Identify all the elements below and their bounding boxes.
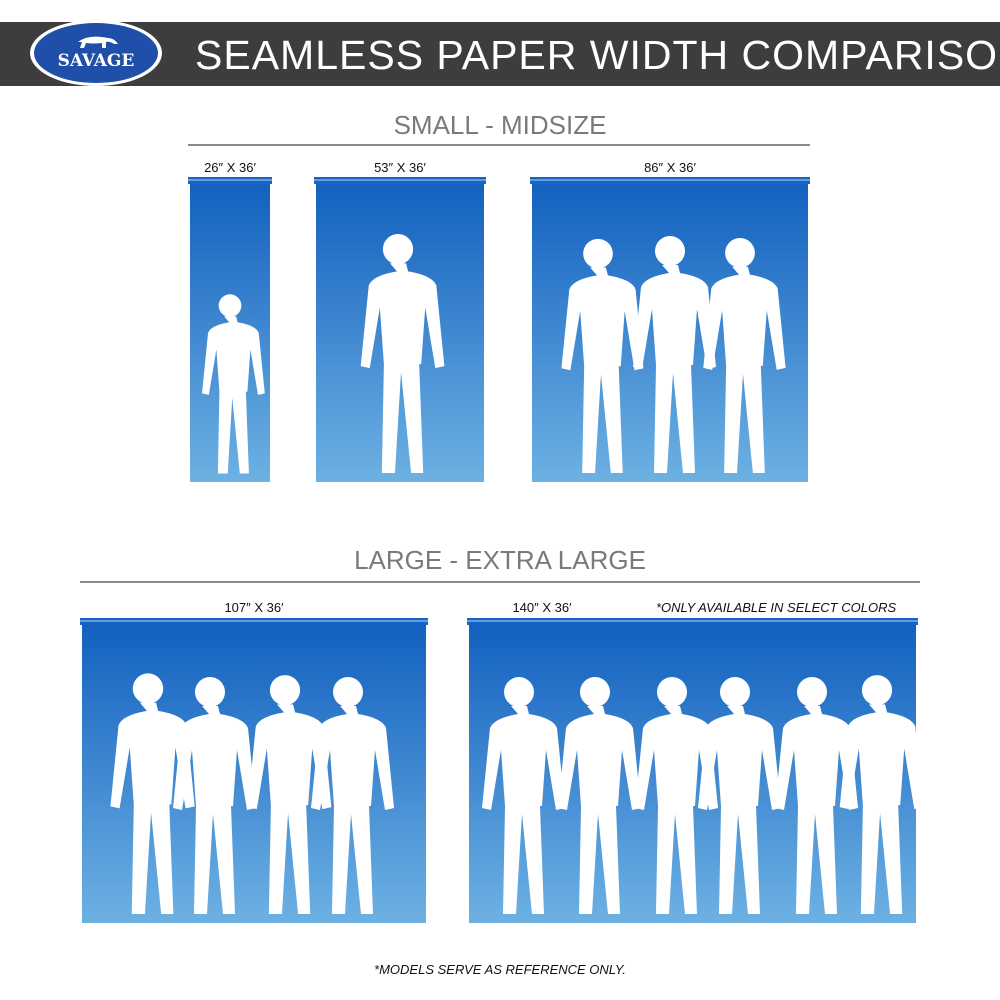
person-silhouette — [698, 677, 781, 914]
person-silhouette — [839, 675, 918, 914]
person-silhouette — [703, 237, 786, 474]
page-title: SEAMLESS PAPER WIDTH COMPARISON — [195, 32, 1000, 78]
paper-size-label: 140″ X 36′ — [512, 600, 572, 615]
person-silhouette — [482, 677, 565, 915]
divider — [80, 581, 920, 583]
paper-size-label: 53″ X 36′ — [374, 160, 426, 175]
person-silhouette — [360, 234, 445, 473]
person-silhouette — [110, 673, 195, 914]
divider — [188, 144, 810, 146]
paper-panel-53 — [314, 177, 486, 482]
person-silhouette — [558, 677, 641, 914]
person-silhouette — [775, 677, 858, 914]
person-silhouette — [311, 677, 394, 914]
paper-panel-140 — [467, 618, 918, 923]
paper-size-label: 26″ X 36′ — [204, 160, 256, 175]
person-silhouette — [202, 294, 265, 474]
section-title-large: LARGE - EXTRA LARGE — [354, 545, 646, 575]
person-silhouette — [561, 238, 644, 474]
person-silhouette — [173, 677, 256, 914]
footer-note: *MODELS SERVE AS REFERENCE ONLY. — [374, 962, 626, 977]
person-silhouette — [633, 236, 716, 473]
paper-panel-86 — [530, 177, 810, 482]
paper-size-label: 107″ X 36′ — [224, 600, 284, 615]
header-bar — [0, 22, 1000, 86]
paper-panel-107 — [80, 618, 428, 923]
section-title-small: SMALL - MIDSIZE — [393, 110, 607, 140]
availability-note: *ONLY AVAILABLE IN SELECT COLORS — [656, 600, 897, 615]
paper-size-label: 86″ X 36′ — [644, 160, 696, 175]
person-silhouette — [247, 675, 332, 914]
paper-panel-26 — [188, 177, 272, 482]
person-silhouette — [635, 677, 718, 914]
svg-text:SAVAGE: SAVAGE — [58, 51, 135, 71]
savage-logo: SAVAGE — [30, 20, 162, 86]
